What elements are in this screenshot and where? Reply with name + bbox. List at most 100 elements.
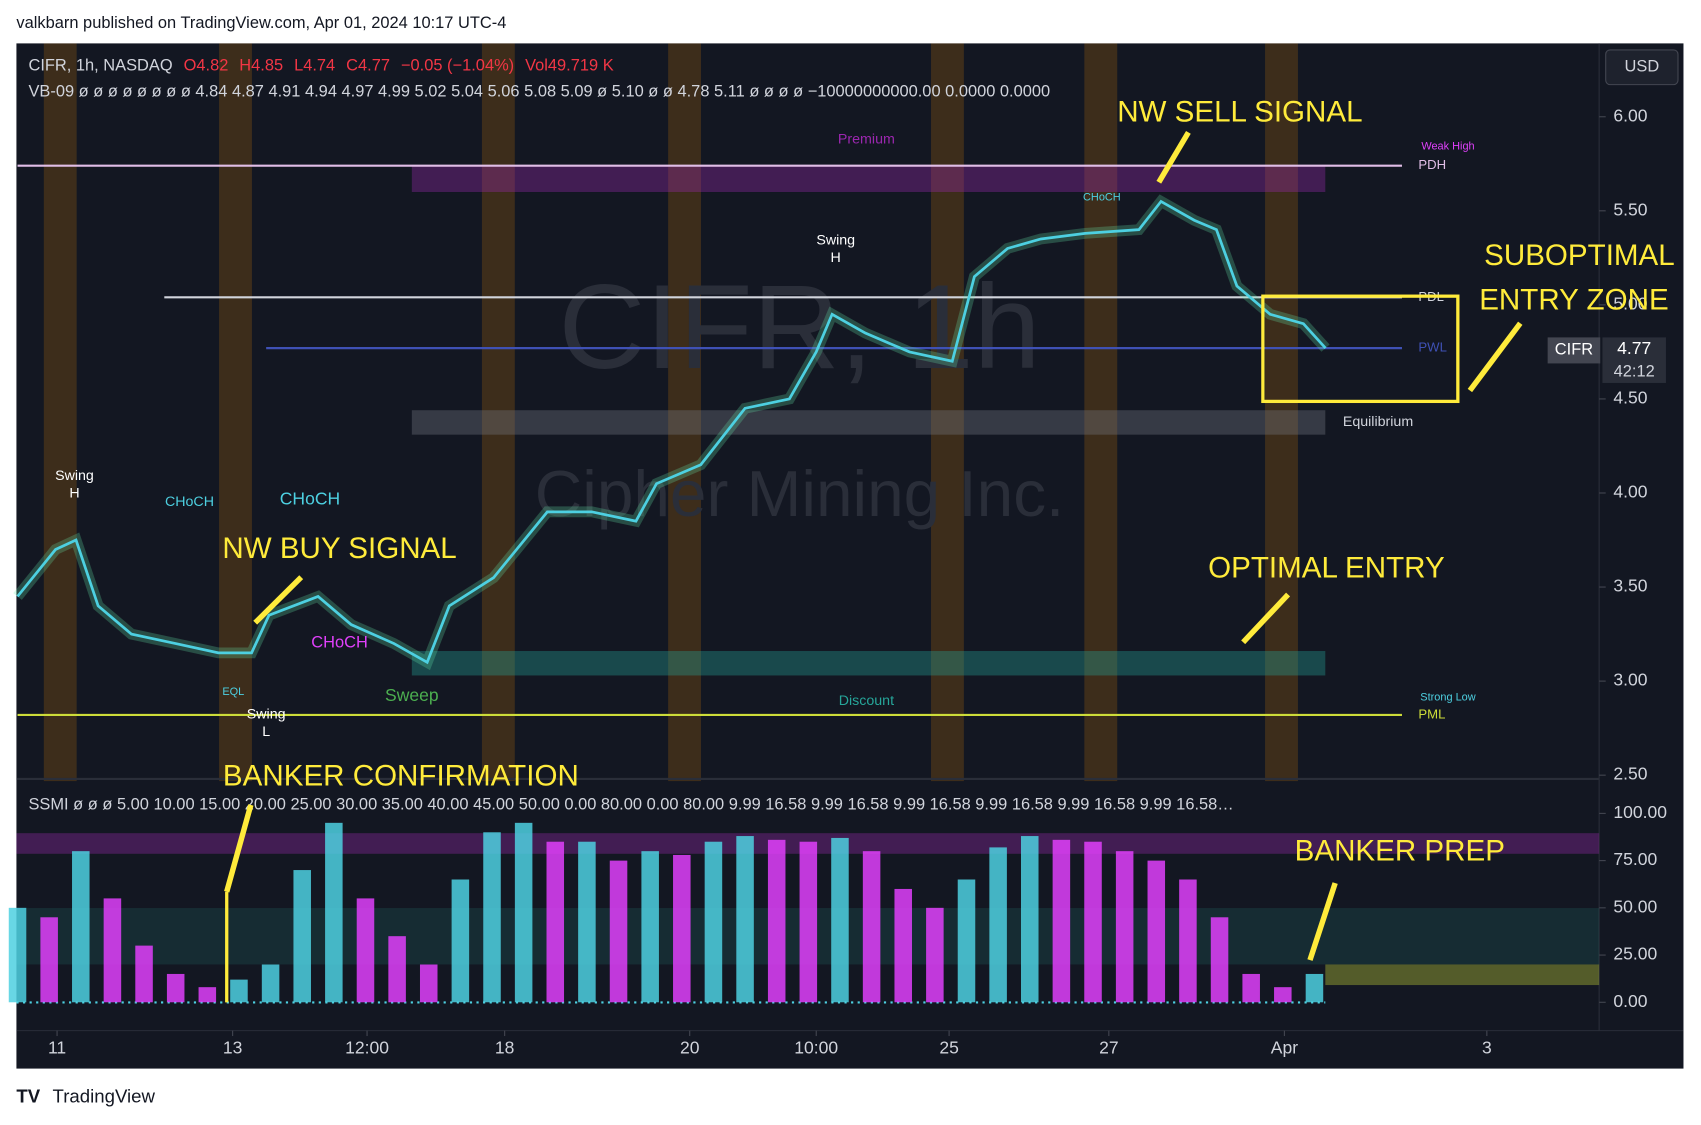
price-tag-symbol-bg — [1547, 337, 1601, 364]
osc-bar — [166, 973, 185, 1003]
swing-label: Swing — [55, 468, 94, 484]
x-tick-label: 12:00 — [345, 1038, 389, 1058]
annotation: OPTIMAL ENTRY — [1208, 551, 1445, 584]
arrow — [1156, 130, 1191, 184]
arrow — [224, 804, 254, 893]
swing-label: H — [69, 485, 79, 501]
stripe — [219, 43, 252, 782]
choch-label: CHoCH — [311, 634, 368, 652]
x-tick-label: Apr — [1271, 1038, 1298, 1058]
swing-label: L — [262, 724, 270, 740]
osc-bar — [1084, 841, 1102, 1003]
osc-bar — [261, 964, 280, 1003]
y-tick-label: 5.00 — [1613, 294, 1647, 314]
osc-bar — [388, 936, 406, 1003]
choch-label: CHoCH — [1083, 191, 1121, 203]
zone-label: Premium — [838, 131, 895, 147]
osc-bar — [1305, 973, 1324, 1003]
zone — [411, 651, 1326, 676]
osc-bar — [293, 870, 311, 1003]
annotation: BANKER PREP — [1295, 835, 1505, 868]
annotation: BANKER CONFIRMATION — [223, 760, 579, 793]
y-tick-label: 25.00 — [1613, 944, 1657, 964]
osc-bar — [325, 822, 343, 1003]
osc-bar — [578, 841, 596, 1003]
osc-bar — [198, 987, 217, 1003]
y-tick-label: 3.00 — [1613, 670, 1647, 690]
annotation: NW BUY SIGNAL — [222, 532, 456, 565]
osc-bar — [451, 879, 470, 1003]
osc-bar — [135, 945, 153, 1003]
osc-bar — [673, 854, 691, 1003]
price-line — [16, 199, 1327, 665]
zone-label: Equilibrium — [1343, 414, 1413, 430]
osc-bar — [1210, 917, 1229, 1003]
structure-labels: Swing H Swing H CHoCH CHoCH CHoCH CHoCH … — [55, 140, 1476, 740]
x-tick-label: 18 — [495, 1038, 514, 1058]
arrow — [1467, 321, 1523, 393]
x-tick-label: 27 — [1099, 1038, 1118, 1058]
sweep-label: Sweep — [385, 685, 439, 705]
price-tag-symbol: CIFR — [1555, 341, 1594, 359]
y-tick-label: 75.00 — [1613, 849, 1657, 869]
annotation-arrows — [224, 130, 1523, 961]
level-label: PWL — [1418, 340, 1446, 355]
osc-bar — [641, 851, 659, 1003]
stripe — [43, 43, 77, 782]
annotation: ENTRY ZONE — [1479, 283, 1668, 316]
legend-ohlc-item: L4.74 — [294, 57, 335, 75]
brand: TradingView — [53, 1086, 156, 1107]
swing-label: Swing — [247, 707, 286, 723]
legend-symbol: CIFR, 1h, NASDAQ — [28, 57, 172, 75]
x-tick-label: 11 — [48, 1038, 66, 1058]
x-tick-label: 20 — [680, 1038, 700, 1058]
legend-ohlc: O4.82 H4.85 L4.74 C4.77 −0.05 (−1.04%) Vol49.… — [184, 57, 614, 75]
y-tick-label: 3.50 — [1613, 576, 1647, 596]
osc-bar — [926, 907, 944, 1003]
osc-bar — [356, 898, 375, 1003]
osc-bar — [230, 979, 248, 1003]
currency[interactable]: USD — [1625, 58, 1660, 76]
zone — [411, 165, 1326, 193]
zone-label: Discount — [839, 693, 894, 709]
y-tick-label: 2.50 — [1613, 764, 1647, 784]
x-tick-label: 25 — [939, 1038, 958, 1058]
osc-bar — [989, 847, 1007, 1003]
osc-bar — [1242, 973, 1260, 1003]
x-tick-label: 10:00 — [794, 1038, 838, 1058]
legend-vb: VB-09 ø ø ø ø ø ø ø ø 4.84 4.87 4.91 4.9… — [28, 83, 1050, 101]
y-tick-label: 50.00 — [1613, 897, 1657, 917]
osc-bar — [40, 917, 58, 1003]
currency-button[interactable] — [1605, 49, 1679, 86]
osc-bar — [1179, 879, 1197, 1003]
x-tick-label: 13 — [223, 1038, 242, 1058]
osc-bar — [799, 841, 818, 1003]
y-tick-label: 4.50 — [1613, 388, 1647, 408]
osc-bar — [483, 832, 501, 1003]
osc-bar — [72, 851, 90, 1003]
annotation: SUBOPTIMAL — [1484, 239, 1675, 272]
osc-bar — [1274, 987, 1292, 1003]
arrow — [1307, 882, 1338, 961]
y-tick-label: 0.00 — [1613, 991, 1647, 1011]
price-tag-price: 4.77 — [1617, 338, 1651, 358]
osc-bar — [1052, 839, 1071, 1003]
osc-bar — [1115, 851, 1134, 1003]
osc-bar — [894, 888, 912, 1003]
choch-label: CHoCH — [165, 494, 214, 510]
weak-high-label: Weak High — [1421, 140, 1474, 152]
price-tag-bg — [1602, 337, 1666, 383]
osc-bar — [103, 898, 122, 1003]
level-label: PDH — [1418, 157, 1446, 172]
x-tick-label: 3 — [1482, 1038, 1492, 1058]
legend-ohlc-item: O4.82 — [184, 57, 229, 75]
osc-bar — [704, 841, 723, 1003]
swing-label: Swing — [816, 233, 855, 249]
legend-ohlc-item: Vol49.719 K — [525, 57, 614, 75]
choch-label: CHoCH — [280, 489, 340, 509]
osc-bar — [419, 964, 438, 1003]
osc-bar — [609, 860, 628, 1003]
osc-bar — [862, 851, 881, 1003]
